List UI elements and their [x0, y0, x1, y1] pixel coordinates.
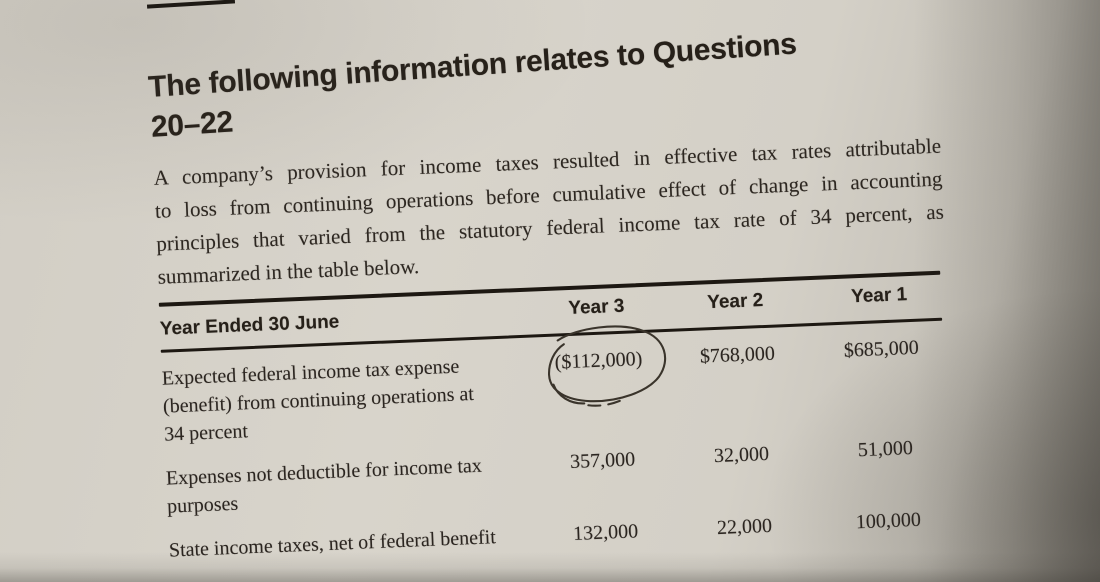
page-content: The following information relates to Que…	[147, 7, 969, 565]
value-year-2: $768,000	[699, 342, 776, 368]
row-label: Expected federal income tax expense (ben…	[161, 355, 475, 446]
column-header-year-ended: Year Ended 30 June	[159, 311, 340, 340]
value-year-1: 100,000	[855, 508, 922, 534]
value-year-3: 132,000	[572, 520, 639, 545]
value-year-1: $685,000	[843, 336, 920, 362]
top-edge-rule	[146, 0, 236, 9]
value-year-2: 32,000	[713, 442, 770, 468]
column-header-year-2: Year 2	[706, 290, 764, 314]
value-year-3: 357,000	[569, 448, 636, 474]
intro-paragraph: A company’s provision for income taxes r…	[153, 130, 946, 294]
pen-circled-value: ($112,000)	[548, 325, 667, 407]
row-label: State income taxes, net of federal benef…	[168, 526, 497, 562]
effective-tax-rate-table: Year Ended 30 June Year 3 Year 2 Year 1 …	[158, 270, 969, 565]
value-year-2: 22,000	[716, 514, 773, 540]
column-header-year-3: Year 3	[567, 295, 625, 319]
column-header-year-1: Year 1	[850, 284, 908, 308]
section-heading: The following information relates to Que…	[147, 14, 951, 148]
value-year-1: 51,000	[857, 436, 914, 462]
value-year-3: ($112,000)	[533, 325, 667, 407]
